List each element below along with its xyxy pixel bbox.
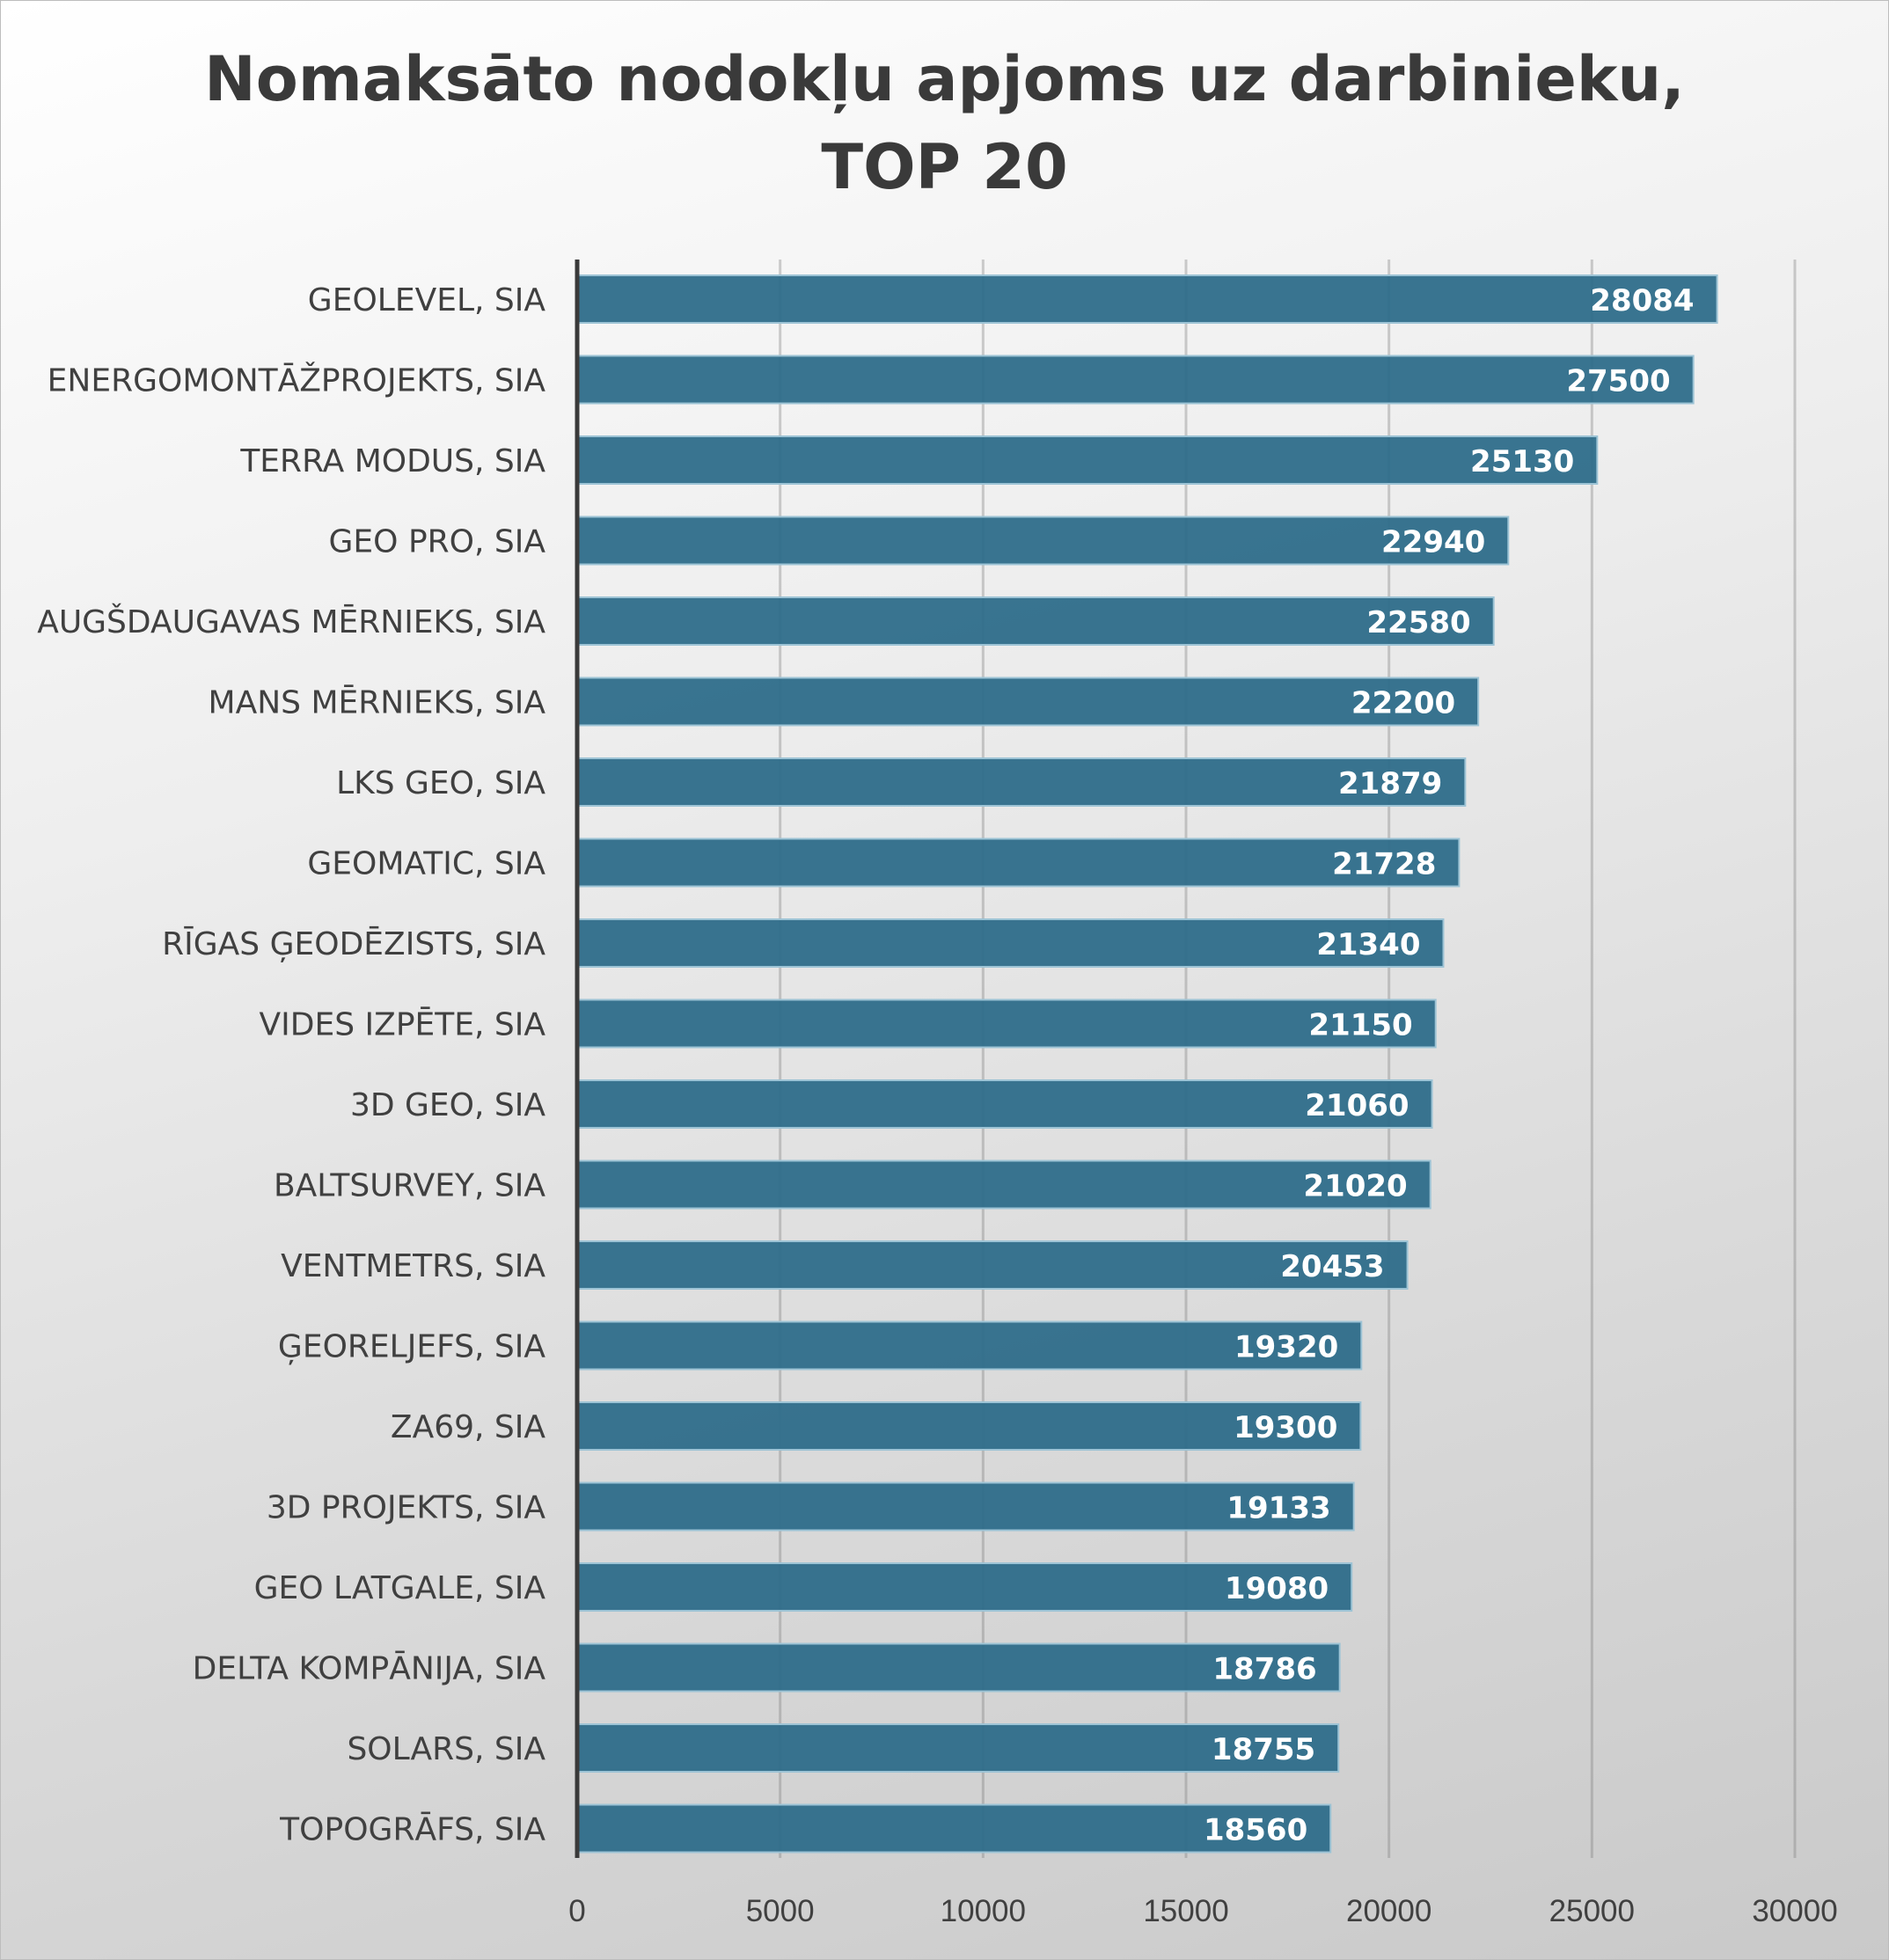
category-label: RĪGAS ĢEODĒZISTS, SIA xyxy=(162,926,545,962)
data-label: 19320 xyxy=(1234,1330,1338,1365)
bar xyxy=(576,1803,1332,1854)
x-tick-label: 25000 xyxy=(1549,1894,1635,1928)
chart-title: Nomaksāto nodokļu apjoms uz darbinieku, … xyxy=(0,35,1889,211)
category-label: ZA69, SIA xyxy=(391,1409,545,1445)
bar xyxy=(576,1642,1341,1693)
bar xyxy=(576,435,1599,485)
bar xyxy=(576,1079,1433,1129)
bar xyxy=(576,1481,1355,1532)
category-label: 3D PROJEKTS, SIA xyxy=(267,1490,546,1526)
chart-title-line-1: Nomaksāto nodokļu apjoms uz darbinieku, xyxy=(204,43,1685,115)
category-label: AUGŠDAUGAVAS MĒRNIEKS, SIA xyxy=(37,603,545,640)
category-label: DELTA KOMPĀNIJA, SIA xyxy=(193,1651,546,1687)
data-label: 19133 xyxy=(1226,1491,1330,1526)
data-label: 18755 xyxy=(1212,1732,1315,1767)
category-label: LKS GEO, SIA xyxy=(336,765,545,801)
data-label: 25130 xyxy=(1470,444,1574,479)
x-tick-label: 30000 xyxy=(1752,1894,1837,1928)
data-label: 28084 xyxy=(1590,283,1694,318)
bar xyxy=(576,274,1718,324)
category-label: SOLARS, SIA xyxy=(347,1731,545,1767)
x-tick-label: 0 xyxy=(568,1894,585,1928)
data-label: 19080 xyxy=(1225,1571,1329,1606)
category-label: GEOMATIC, SIA xyxy=(307,846,545,882)
data-label: 21340 xyxy=(1316,927,1420,962)
bar xyxy=(576,918,1445,968)
category-label: GEOLEVEL, SIA xyxy=(308,282,546,318)
bar xyxy=(576,757,1467,807)
bar xyxy=(576,1320,1363,1371)
data-label: 21150 xyxy=(1308,1008,1412,1043)
x-tick-label: 5000 xyxy=(746,1894,815,1928)
bar xyxy=(576,998,1437,1049)
data-label: 21728 xyxy=(1332,847,1436,882)
data-label: 19300 xyxy=(1234,1410,1337,1445)
category-label: GEO PRO, SIA xyxy=(329,524,546,560)
bar xyxy=(576,596,1495,646)
data-label: 22940 xyxy=(1381,525,1485,560)
data-label: 27500 xyxy=(1566,364,1670,399)
x-tick-label: 15000 xyxy=(1143,1894,1228,1928)
data-label: 18560 xyxy=(1204,1813,1307,1848)
bar xyxy=(576,1240,1409,1290)
bar xyxy=(576,355,1695,405)
bar xyxy=(576,1159,1431,1210)
x-tick-label: 20000 xyxy=(1346,1894,1431,1928)
category-label: VENTMETRS, SIA xyxy=(281,1248,545,1284)
data-label: 21060 xyxy=(1305,1088,1409,1123)
data-label: 20453 xyxy=(1280,1249,1384,1284)
category-label: ĢEORELJEFS, SIA xyxy=(278,1329,545,1365)
bar xyxy=(576,1562,1353,1612)
category-label: ENERGOMONTĀŽPROJEKTS, SIA xyxy=(48,362,546,399)
bar xyxy=(576,1401,1362,1451)
chart-title-line-2: TOP 20 xyxy=(821,131,1068,203)
category-label: BALTSURVEY, SIA xyxy=(274,1168,545,1204)
data-label: 21020 xyxy=(1303,1169,1407,1204)
bar xyxy=(576,516,1510,566)
data-label: 22580 xyxy=(1366,605,1470,640)
category-label: 3D GEO, SIA xyxy=(350,1087,545,1123)
category-label: GEO LATGALE, SIA xyxy=(254,1570,546,1606)
category-label: TERRA MODUS, SIA xyxy=(239,443,545,479)
bar xyxy=(576,676,1480,727)
bar xyxy=(576,1723,1340,1773)
data-label: 21879 xyxy=(1338,766,1442,801)
bar xyxy=(576,837,1461,888)
category-label: TOPOGRĀFS, SIA xyxy=(279,1812,545,1848)
data-label: 22200 xyxy=(1351,686,1455,721)
category-label: MANS MĒRNIEKS, SIA xyxy=(209,685,546,721)
data-label: 18786 xyxy=(1212,1652,1316,1687)
category-label: VIDES IZPĒTE, SIA xyxy=(260,1007,546,1043)
x-tick-label: 10000 xyxy=(941,1894,1026,1928)
